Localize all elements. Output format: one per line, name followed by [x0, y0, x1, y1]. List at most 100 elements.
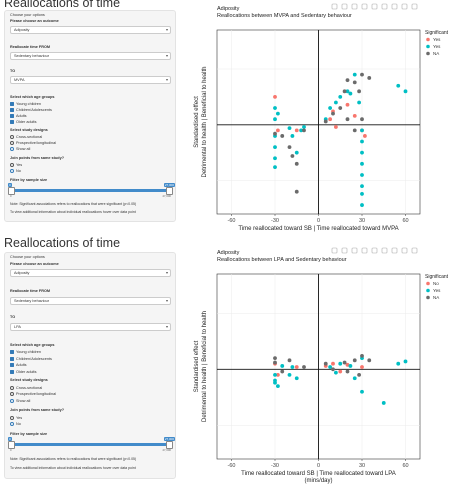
- study-design-radio[interactable]: Show all: [10, 398, 30, 403]
- data-point[interactable]: [290, 365, 295, 369]
- data-point[interactable]: [299, 128, 303, 133]
- checkbox-icon[interactable]: [10, 363, 14, 368]
- radio-icon[interactable]: [10, 135, 14, 139]
- data-point[interactable]: [352, 72, 357, 77]
- data-point[interactable]: [367, 358, 372, 363]
- slider-handle-min[interactable]: [8, 441, 15, 450]
- data-point[interactable]: [352, 376, 357, 381]
- plot-toolbar-icon[interactable]: [361, 3, 368, 10]
- age-group-checkbox[interactable]: Older adults: [10, 369, 36, 374]
- data-point[interactable]: [302, 128, 306, 133]
- study-design-radio[interactable]: Cross-sectional: [10, 385, 42, 390]
- plot-toolbar-icon[interactable]: [371, 247, 378, 254]
- data-point[interactable]: [363, 134, 367, 138]
- study-design-radio[interactable]: Cross-sectional: [10, 135, 42, 139]
- radio-icon[interactable]: [10, 398, 14, 403]
- plot-toolbar-icon[interactable]: [401, 3, 408, 10]
- data-point[interactable]: [352, 113, 357, 118]
- radio-icon[interactable]: [10, 422, 14, 427]
- data-point[interactable]: [273, 356, 277, 360]
- checkbox-icon[interactable]: [10, 356, 14, 361]
- data-point[interactable]: [352, 128, 357, 133]
- data-point[interactable]: [357, 89, 361, 94]
- plot-toolbar-icon[interactable]: [331, 3, 338, 10]
- data-point[interactable]: [287, 358, 292, 363]
- plot-toolbar-icon[interactable]: [351, 247, 358, 254]
- radio-icon[interactable]: [10, 169, 14, 173]
- data-point[interactable]: [328, 117, 332, 122]
- plot-toolbar-icon[interactable]: [391, 247, 398, 254]
- data-point[interactable]: [294, 189, 299, 194]
- data-point[interactable]: [287, 373, 292, 377]
- plot-toolbar-icon[interactable]: [411, 247, 418, 254]
- age-group-checkbox[interactable]: Adults: [10, 114, 27, 118]
- data-point[interactable]: [338, 369, 343, 374]
- data-point[interactable]: [360, 139, 364, 144]
- join-points-radio[interactable]: Yes: [10, 163, 22, 167]
- plot-toolbar-icon[interactable]: [341, 247, 348, 254]
- data-point[interactable]: [276, 111, 280, 116]
- data-point[interactable]: [280, 364, 285, 368]
- data-point[interactable]: [287, 145, 292, 149]
- data-point[interactable]: [302, 125, 306, 129]
- radio-icon[interactable]: [10, 163, 14, 167]
- outcome-select[interactable]: Adiposity ▾: [10, 269, 171, 278]
- data-point[interactable]: [273, 373, 277, 377]
- data-point[interactable]: [276, 384, 280, 389]
- plot-toolbar-icon[interactable]: [351, 3, 358, 10]
- data-point[interactable]: [328, 365, 332, 369]
- sample-size-slider[interactable]: 0 27,000 0 27,000: [8, 437, 175, 452]
- slider-handle-max[interactable]: [166, 187, 173, 195]
- plot-toolbar-icon[interactable]: [371, 3, 378, 10]
- data-point[interactable]: [294, 128, 299, 133]
- checkbox-icon[interactable]: [10, 350, 14, 355]
- to-select[interactable]: MVPA ▾: [10, 76, 171, 84]
- data-point[interactable]: [287, 126, 292, 131]
- data-point[interactable]: [360, 128, 364, 133]
- data-point[interactable]: [273, 156, 277, 161]
- radio-icon[interactable]: [10, 415, 14, 420]
- data-point[interactable]: [403, 89, 408, 94]
- data-point[interactable]: [328, 106, 332, 110]
- age-group-checkbox[interactable]: Adults: [10, 363, 27, 368]
- data-point[interactable]: [334, 100, 338, 105]
- data-point[interactable]: [360, 150, 364, 155]
- data-point[interactable]: [338, 106, 343, 110]
- data-point[interactable]: [331, 111, 335, 116]
- data-point[interactable]: [403, 359, 408, 364]
- study-design-radio[interactable]: Prospective/longitudinal: [10, 392, 56, 397]
- data-point[interactable]: [352, 80, 357, 85]
- data-point[interactable]: [342, 89, 347, 94]
- plot-toolbar-icon[interactable]: [411, 3, 418, 10]
- outcome-select[interactable]: Adiposity ▾: [10, 26, 171, 34]
- data-point[interactable]: [396, 361, 401, 366]
- data-point[interactable]: [345, 369, 350, 374]
- data-point[interactable]: [290, 134, 295, 138]
- data-point[interactable]: [273, 95, 277, 99]
- age-group-checkbox[interactable]: Children/Adolescents: [10, 108, 52, 112]
- data-point[interactable]: [294, 161, 299, 166]
- data-point[interactable]: [323, 361, 328, 366]
- data-point[interactable]: [323, 119, 328, 124]
- data-point[interactable]: [338, 95, 343, 99]
- plot-toolbar-icon[interactable]: [391, 3, 398, 10]
- plot-toolbar-icon[interactable]: [401, 247, 408, 254]
- data-point[interactable]: [342, 360, 347, 365]
- data-point[interactable]: [348, 91, 353, 96]
- age-group-checkbox[interactable]: Young children: [10, 102, 41, 106]
- slider-handle-max[interactable]: [166, 441, 173, 450]
- data-point[interactable]: [334, 370, 338, 375]
- data-point[interactable]: [294, 150, 299, 155]
- data-point[interactable]: [273, 165, 277, 170]
- sample-size-slider[interactable]: 0 27,000 0 27,000: [8, 183, 175, 198]
- from-select[interactable]: Sedentary behaviour ▾: [10, 52, 171, 60]
- to-select[interactable]: LPA ▾: [10, 322, 171, 331]
- data-point[interactable]: [360, 389, 364, 394]
- data-point[interactable]: [367, 76, 372, 80]
- checkbox-icon[interactable]: [10, 120, 14, 124]
- data-point[interactable]: [345, 102, 350, 107]
- data-point[interactable]: [345, 89, 350, 94]
- data-point[interactable]: [273, 360, 277, 365]
- plot-toolbar-icon[interactable]: [361, 247, 368, 254]
- join-points-radio[interactable]: No: [10, 169, 21, 173]
